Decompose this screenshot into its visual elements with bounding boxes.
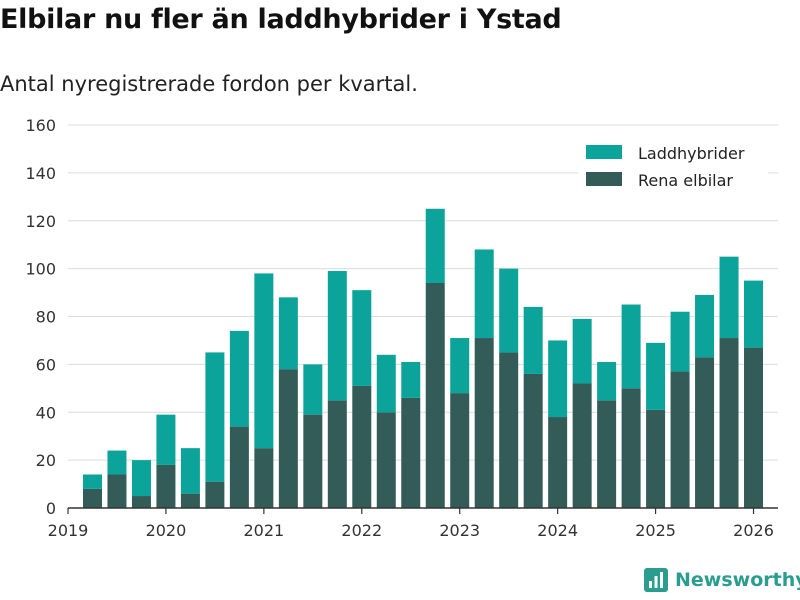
- bar-rena-elbilar: [352, 385, 372, 508]
- bar-laddhybrider: [695, 294, 715, 358]
- bar-rena-elbilar: [82, 488, 102, 508]
- x-tick-label: 2025: [635, 521, 676, 540]
- bar-laddhybrider: [450, 338, 470, 394]
- bar-rena-elbilar: [450, 393, 470, 508]
- bar-rena-elbilar: [254, 448, 274, 508]
- x-tick-label: 2019: [48, 521, 89, 540]
- bar-rena-elbilar: [180, 493, 200, 508]
- x-tick-label: 2022: [341, 521, 382, 540]
- bar-rena-elbilar: [229, 426, 249, 508]
- bar-laddhybrider: [107, 450, 127, 475]
- bar-laddhybrider: [499, 268, 519, 353]
- bars: [82, 208, 764, 508]
- y-tick-label: 140: [25, 164, 56, 183]
- bar-laddhybrider: [352, 290, 372, 386]
- bar-laddhybrider: [744, 280, 764, 348]
- brand-name: Newsworthy: [675, 569, 800, 591]
- y-axis: 0 20 40 60 80 100 120 140 160: [25, 116, 56, 518]
- bar-laddhybrider: [327, 271, 347, 401]
- bar-rena-elbilar: [548, 417, 568, 508]
- chart-title: Elbilar nu fler än laddhybrider i Ystad: [0, 4, 562, 35]
- legend-label: Rena elbilar: [638, 171, 733, 190]
- bar-laddhybrider: [131, 460, 151, 497]
- bar-laddhybrider: [548, 340, 568, 418]
- bar-laddhybrider: [646, 342, 666, 410]
- bar-rena-elbilar: [303, 414, 323, 508]
- bar-rena-elbilar: [156, 464, 176, 508]
- bar-laddhybrider: [303, 364, 323, 415]
- x-tick-label: 2026: [733, 521, 774, 540]
- y-tick-label: 20: [36, 451, 56, 470]
- bar-laddhybrider: [719, 256, 739, 339]
- y-tick-label: 100: [25, 260, 56, 279]
- bar-rena-elbilar: [205, 481, 225, 508]
- bar-rena-elbilar: [719, 338, 739, 508]
- bar-rena-elbilar: [499, 352, 519, 508]
- y-tick-label: 80: [36, 308, 56, 327]
- bar-laddhybrider: [229, 330, 249, 427]
- legend-swatch: [586, 145, 622, 159]
- x-axis: 2019 2020 2021 2022 2023 2024 2025 2026: [48, 507, 778, 540]
- y-tick-label: 60: [36, 355, 56, 374]
- bar-rena-elbilar: [597, 400, 617, 508]
- bar-rena-elbilar: [572, 383, 592, 508]
- legend-swatch: [586, 172, 622, 186]
- bar-rena-elbilar: [523, 373, 543, 508]
- y-tick-label: 120: [25, 212, 56, 231]
- bar-rena-elbilar: [695, 357, 715, 508]
- bar-laddhybrider: [278, 297, 298, 370]
- bar-laddhybrider: [254, 273, 274, 449]
- bar-laddhybrider: [376, 354, 396, 413]
- y-tick-label: 0: [46, 499, 56, 518]
- brand-logo: Newsworthy: [644, 568, 800, 592]
- bar-rena-elbilar: [621, 388, 641, 508]
- bar-laddhybrider: [523, 306, 543, 374]
- bar-rena-elbilar: [327, 400, 347, 508]
- bar-laddhybrider: [180, 448, 200, 494]
- bar-laddhybrider: [597, 361, 617, 401]
- bar-rena-elbilar: [278, 369, 298, 508]
- bar-rena-elbilar: [425, 282, 445, 508]
- bar-laddhybrider: [572, 318, 592, 384]
- bar-rena-elbilar: [744, 347, 764, 508]
- legend: Laddhybrider Rena elbilar: [578, 137, 768, 197]
- x-tick-label: 2020: [146, 521, 187, 540]
- bar-rena-elbilar: [646, 409, 666, 508]
- bar-laddhybrider: [621, 304, 641, 389]
- bar-rena-elbilar: [107, 474, 127, 508]
- y-tick-label: 160: [25, 116, 56, 135]
- bar-rena-elbilar: [376, 412, 396, 508]
- chart-subtitle: Antal nyregistrerade fordon per kvartal.: [0, 72, 418, 96]
- bar-rena-elbilar: [401, 397, 421, 508]
- bar-laddhybrider: [82, 474, 102, 489]
- y-tick-label: 40: [36, 403, 56, 422]
- legend-label: Laddhybrider: [638, 144, 745, 163]
- x-tick-label: 2023: [439, 521, 480, 540]
- x-tick-label: 2024: [537, 521, 578, 540]
- bar-rena-elbilar: [670, 371, 690, 508]
- bar-laddhybrider: [156, 414, 176, 465]
- bar-laddhybrider: [474, 249, 494, 339]
- bar-laddhybrider: [205, 352, 225, 482]
- bar-laddhybrider: [401, 361, 421, 398]
- bar-rena-elbilar: [474, 338, 494, 508]
- bar-rena-elbilar: [131, 496, 151, 508]
- x-tick-label: 2021: [244, 521, 285, 540]
- bar-laddhybrider: [425, 208, 445, 283]
- bar-laddhybrider: [670, 311, 690, 372]
- newsworthy-logo-icon: [644, 568, 668, 592]
